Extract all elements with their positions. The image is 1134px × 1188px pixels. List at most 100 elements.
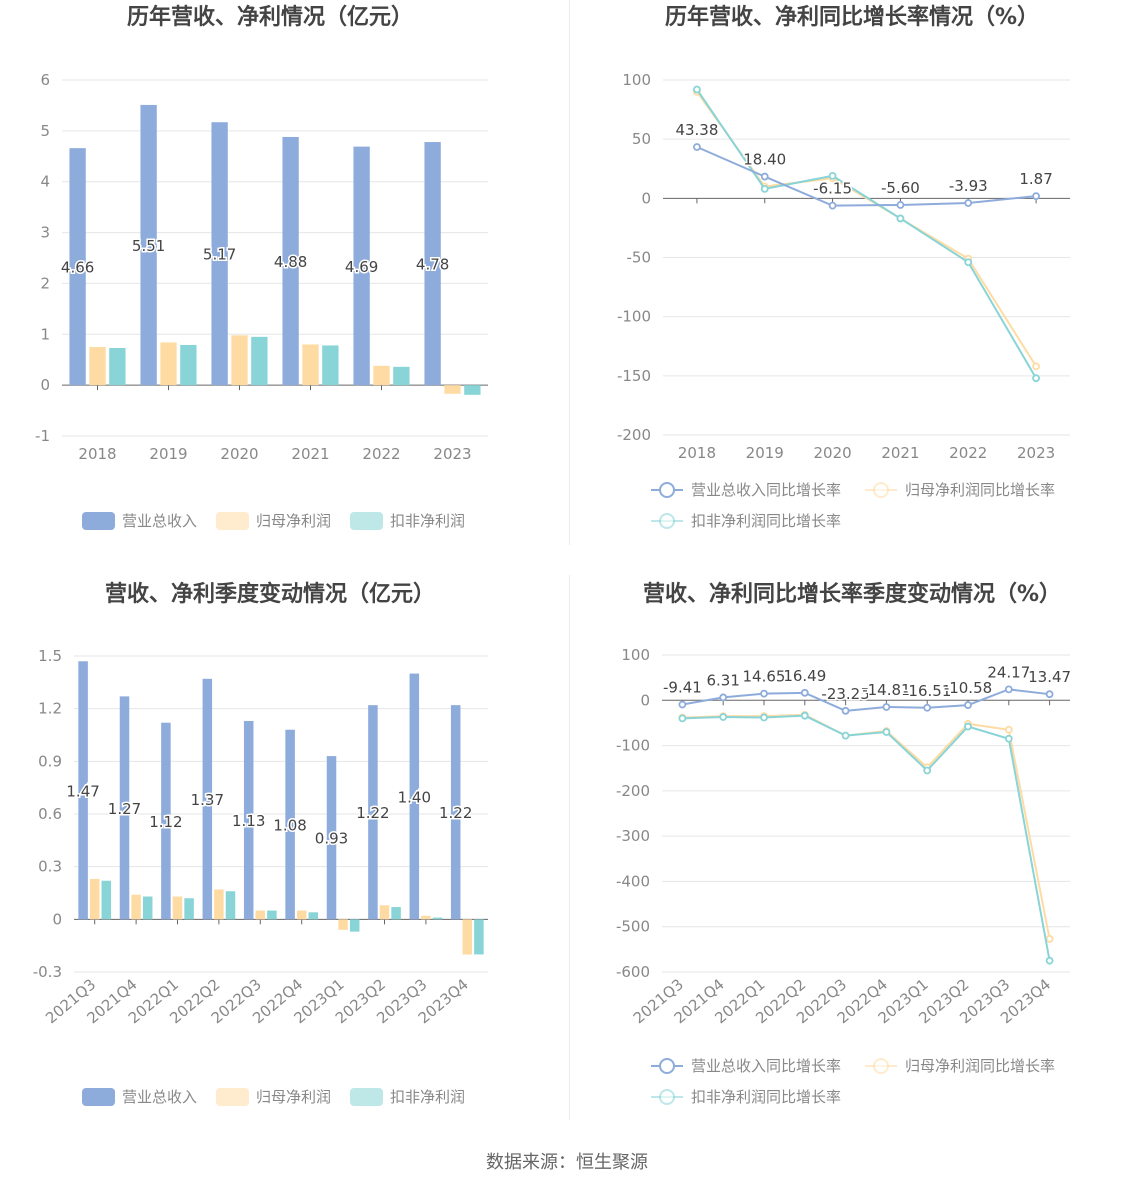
series-point-0	[693, 143, 701, 151]
y-tick-label: 0	[40, 376, 50, 394]
bar-data-label: 1.27	[108, 800, 141, 818]
bar-data-label: 1.22	[356, 804, 389, 822]
y-tick-label: -500	[616, 918, 650, 936]
bar-0	[353, 146, 370, 386]
bar-2	[308, 912, 319, 920]
bar-1	[421, 915, 431, 920]
bar-0	[140, 104, 157, 386]
y-tick-label: 0	[640, 691, 650, 709]
y-tick-label: -300	[616, 827, 650, 845]
chart-title: 历年营收、净利同比增长率情况（%）	[665, 4, 1039, 30]
bar-1	[89, 347, 106, 386]
bar-0	[211, 122, 228, 386]
legend-marker	[659, 1089, 675, 1105]
annual-revenue-profit-chart: 历年营收、净利情况（亿元） 6 5 4 3 2 1 0 -1 2018 2019 2020 2021 20…	[0, 0, 567, 575]
legend-marker	[659, 1058, 675, 1074]
x-tick-label: 2021	[881, 444, 919, 462]
bar-2	[251, 336, 268, 386]
bar-data-label: 0.93	[315, 830, 348, 848]
bar-0	[424, 142, 441, 386]
bar-data-label: 1.13	[232, 812, 265, 830]
series-point-0	[800, 688, 809, 697]
y-tick-label: -50	[627, 249, 652, 267]
series-point-0	[828, 201, 837, 210]
bar-data-label: 5.51	[132, 237, 165, 255]
series-point-2	[1045, 956, 1054, 965]
line-data-label: 43.38	[675, 121, 718, 139]
x-tick-label: 2023	[433, 445, 471, 463]
bar-0	[119, 696, 130, 920]
line-data-label: -14.81	[862, 681, 910, 699]
line-data-label: 16.49	[783, 667, 826, 685]
x-tick-label: 2019	[746, 444, 784, 462]
line-data-label: 6.31	[706, 671, 739, 689]
y-tick-label: -600	[616, 963, 650, 981]
line-data-label: 14.65	[743, 668, 786, 686]
series-point-2	[1004, 734, 1013, 743]
bar-0	[69, 148, 86, 386]
annual-growth-rate-svg: 历年营收、净利同比增长率情况（%） 100 50 0 -50 -100 -150 -200 20…	[617, 4, 1070, 530]
bar-1	[214, 889, 224, 920]
legend-marker	[659, 482, 675, 498]
series-point-2	[841, 731, 850, 740]
series-point-0	[964, 199, 973, 207]
bar-0	[409, 673, 420, 920]
legend-label: 营业总收入同比增长率	[691, 1057, 841, 1075]
y-tick-label: 0	[641, 189, 651, 207]
bar-1	[379, 905, 390, 920]
bar-1	[231, 335, 248, 386]
series-point-0	[760, 689, 768, 698]
series-point-2	[693, 85, 701, 94]
bar-data-label: 4.69	[345, 258, 378, 276]
bar-2	[391, 907, 401, 920]
y-tick-label: 0.9	[38, 752, 62, 770]
bar-1	[172, 896, 183, 920]
bar-2	[184, 898, 194, 920]
line-data-label: 24.17	[987, 663, 1030, 681]
bar-data-label: 4.88	[274, 253, 307, 271]
bar-2	[142, 896, 153, 920]
x-tick-label: 2022	[362, 445, 400, 463]
series-point-2	[964, 258, 973, 267]
line-data-label: -5.60	[881, 179, 920, 197]
legend-swatch	[82, 1088, 115, 1106]
bar-0	[243, 720, 254, 920]
y-tick-label: 1.5	[38, 647, 62, 665]
panel-divider-top	[569, 0, 570, 545]
y-tick-label: 3	[40, 224, 50, 242]
series-point-0	[841, 706, 850, 715]
bar-data-label: 1.40	[398, 788, 431, 806]
legend-swatch	[216, 512, 249, 530]
y-tick-label: -100	[616, 737, 650, 755]
y-tick-label: 100	[622, 71, 651, 89]
line-data-label: -6.15	[813, 180, 852, 198]
legend-label: 归母净利润	[256, 1088, 331, 1106]
bar-1	[89, 878, 100, 920]
bar-0	[78, 661, 88, 920]
x-tick-label: 2019	[149, 445, 187, 463]
bar-2	[349, 919, 360, 932]
series-point-1	[1004, 725, 1013, 734]
x-tick-label: 2018	[678, 444, 716, 462]
series-point-2	[719, 713, 728, 721]
bar-2	[180, 344, 197, 386]
y-tick-label: 1	[40, 325, 50, 343]
chart-title: 营收、净利同比增长率季度变动情况（%）	[643, 581, 1061, 607]
bar-0	[202, 678, 213, 920]
annual-growth-rate-chart: 历年营收、净利同比增长率情况（%） 100 50 0 -50 -100 -150 -200 20…	[567, 0, 1134, 575]
y-tick-label: 50	[632, 130, 651, 148]
bar-2	[322, 345, 339, 386]
bar-0	[285, 729, 295, 920]
bar-1	[255, 910, 266, 920]
legend-label: 扣非净利润	[390, 512, 465, 530]
legend-marker	[659, 513, 675, 529]
quarterly-growth-rate-svg: 营收、净利同比增长率季度变动情况（%） 100 0 -100 -200 -300 -400 -…	[616, 581, 1073, 1106]
legend-label: 营业总收入同比增长率	[691, 481, 841, 499]
bar-1	[296, 910, 307, 920]
bar-0	[282, 136, 299, 386]
series-point-0	[964, 701, 972, 709]
bar-2	[474, 919, 484, 955]
legend-label: 扣非净利润同比增长率	[691, 512, 841, 530]
series-line-2	[696, 88, 1037, 379]
series-line-1	[696, 91, 1037, 367]
